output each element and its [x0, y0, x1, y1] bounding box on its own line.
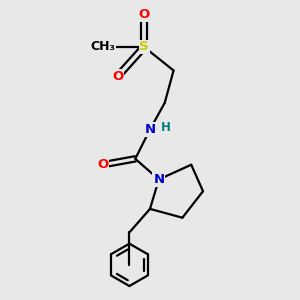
Text: N: N [144, 123, 156, 136]
Text: H: H [161, 122, 171, 134]
Text: CH₃: CH₃ [90, 40, 116, 53]
Text: O: O [112, 70, 123, 83]
Text: S: S [139, 40, 149, 53]
Text: N: N [153, 173, 164, 186]
Text: O: O [97, 158, 109, 171]
Text: O: O [139, 8, 150, 21]
